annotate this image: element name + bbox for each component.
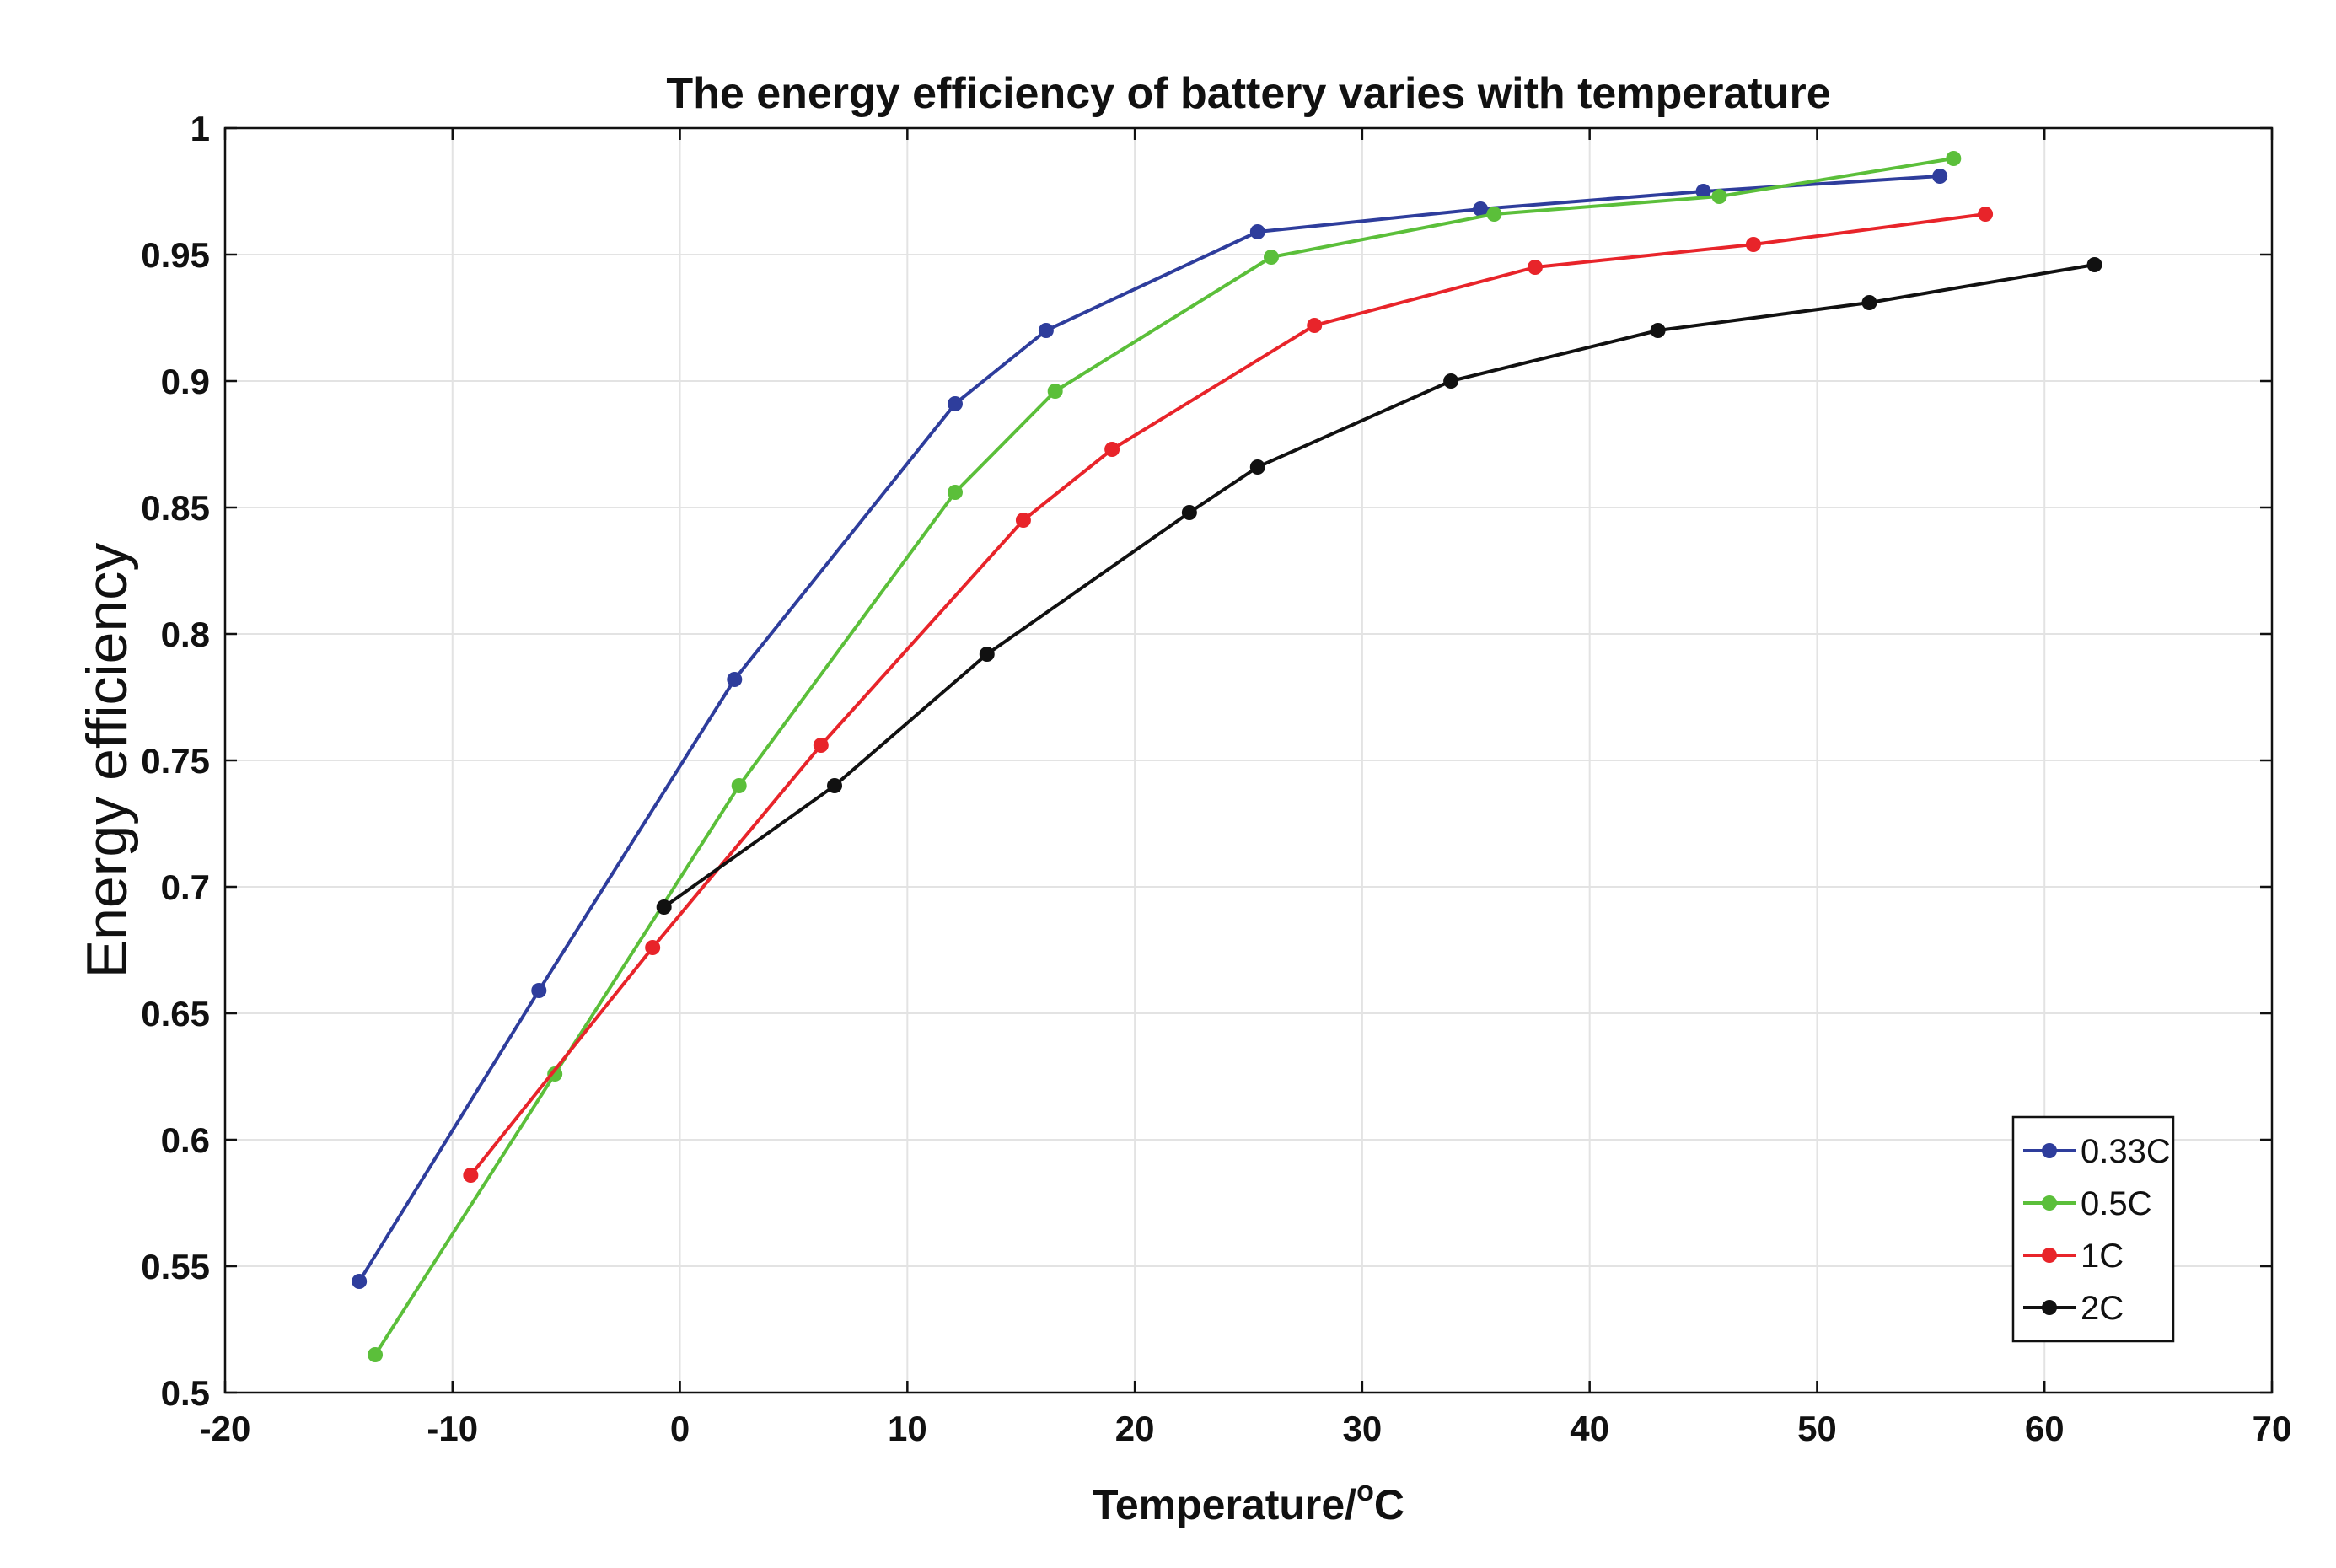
series-0.5C (368, 151, 1962, 1362)
legend-box (2011, 1115, 2175, 1343)
y-tick-label: 0.55 (141, 1247, 210, 1286)
legend: 0.33C 0.5C 1C 2C (2011, 1115, 2175, 1343)
data-point (547, 1066, 563, 1082)
legend-label: 1C (2081, 1238, 2124, 1275)
x-tick-label: 70 (2253, 1409, 2292, 1448)
legend-item: 1C (2023, 1238, 2124, 1275)
legend-swatch-marker (2042, 1248, 2057, 1263)
legend-item: 0.5C (2023, 1185, 2152, 1222)
series-1C (463, 207, 1994, 1183)
data-point (1249, 459, 1265, 475)
x-tick-label: 0 (670, 1409, 690, 1448)
data-point (1015, 513, 1031, 528)
data-point (463, 1168, 479, 1183)
series-2C (656, 257, 2102, 915)
data-point (827, 778, 843, 793)
data-point (1249, 224, 1265, 239)
y-tick-label: 0.95 (141, 235, 210, 275)
legend-label: 2C (2081, 1290, 2124, 1327)
x-axis-label: Temperature/oC (1093, 1475, 1404, 1528)
legend-swatch-marker (2042, 1143, 2057, 1158)
x-axis-label-superscript: o (1356, 1475, 1374, 1507)
data-point (2086, 257, 2102, 272)
y-tick-label: 0.8 (161, 615, 210, 654)
y-tick-label: 0.65 (141, 994, 210, 1034)
data-point (1473, 201, 1489, 217)
x-tick-label: 20 (1115, 1409, 1155, 1448)
x-tick-label: 10 (888, 1409, 927, 1448)
data-point (1861, 295, 1877, 310)
data-point (352, 1274, 368, 1289)
data-point (727, 672, 743, 687)
data-point (979, 647, 995, 662)
x-tick-label: -20 (200, 1409, 251, 1448)
x-tick-label: 40 (1570, 1409, 1609, 1448)
legend-label: 0.33C (2081, 1133, 2171, 1170)
legend-swatch-marker (2042, 1300, 2057, 1315)
data-point (1978, 207, 1994, 222)
data-point (1932, 169, 1948, 184)
data-point (1711, 189, 1727, 204)
data-point (1745, 237, 1761, 252)
y-tick-label: 0.75 (141, 741, 210, 781)
legend-label: 0.5C (2081, 1185, 2152, 1222)
data-point (813, 738, 829, 753)
data-point (1527, 260, 1543, 275)
legend-item: 0.33C (2023, 1133, 2171, 1170)
x-tick-label: 50 (1797, 1409, 1837, 1448)
data-point (1486, 207, 1502, 222)
x-axis-label-main: Temperature/ (1093, 1481, 1356, 1528)
data-point (656, 899, 672, 915)
data-point (947, 396, 963, 411)
data-point (1104, 442, 1120, 457)
data-point (1047, 384, 1063, 399)
data-point (731, 778, 747, 793)
data-point (1181, 505, 1197, 520)
x-axis-label-suffix: C (1374, 1481, 1404, 1528)
x-tick-label: -10 (427, 1409, 478, 1448)
data-point (531, 983, 547, 998)
data-point (947, 485, 963, 500)
x-tick-label: 30 (1343, 1409, 1383, 1448)
data-point (1443, 373, 1459, 389)
series-0.33C (352, 169, 1948, 1289)
data-point (368, 1347, 384, 1362)
y-tick-label: 0.9 (161, 362, 210, 401)
axis-ticks: -20 -10 0 10 20 30 40 50 60 70 0.5 0.55 0.6 0.65 0.7 0.… (141, 109, 2291, 1448)
chart-title: The energy efficiency of battery varies … (666, 69, 1830, 118)
data-point (1307, 318, 1323, 333)
legend-swatch-marker (2042, 1195, 2057, 1211)
y-tick-label: 0.6 (161, 1120, 210, 1160)
y-tick-label: 0.85 (141, 488, 210, 528)
data-point (645, 940, 661, 955)
legend-item: 2C (2023, 1290, 2124, 1327)
y-axis-label: Energy efficiency (75, 543, 139, 979)
y-tick-label: 0.5 (161, 1373, 210, 1413)
data-point (1038, 323, 1054, 338)
y-tick-label: 1 (191, 109, 210, 148)
y-tick-label: 0.7 (161, 867, 210, 907)
data-series (352, 151, 2102, 1362)
data-point (1650, 323, 1666, 338)
x-tick-label: 60 (2025, 1409, 2065, 1448)
data-point (1263, 250, 1279, 265)
data-point (1946, 151, 1962, 166)
data-point (1695, 184, 1711, 199)
